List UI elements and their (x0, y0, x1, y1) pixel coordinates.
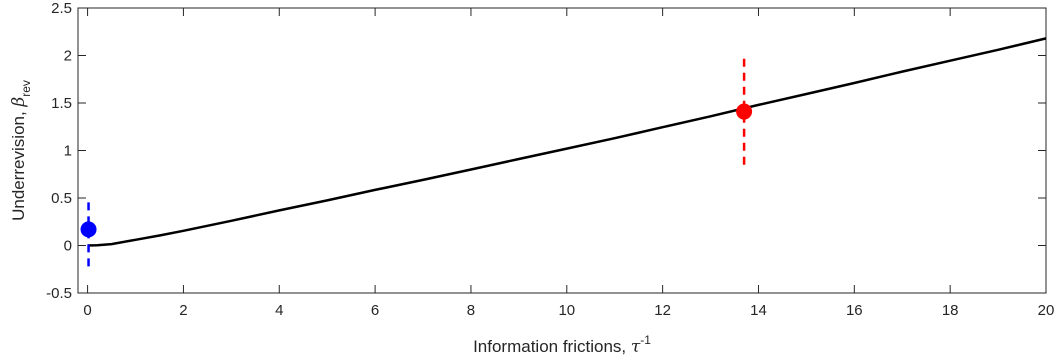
y-tick-label: 0 (64, 238, 72, 255)
data-point (736, 103, 753, 120)
y-axis-title-sub: rev (19, 80, 33, 97)
x-tick-label: 12 (654, 302, 671, 319)
x-tick-label: 14 (750, 302, 767, 319)
x-tick-label: 20 (1038, 302, 1055, 319)
y-axis-title-symbol: β (9, 97, 29, 108)
y-tick-label: 2.5 (51, 0, 72, 17)
x-tick-label: 16 (846, 302, 863, 319)
x-tick-label: 0 (83, 302, 91, 319)
ticks: 0 2 4 6 8 10 12 14 16 18 20 -0.5 0 0.5 1 1.5 2 2.5 (46, 0, 1054, 319)
x-axis-title-symbol: τ (631, 337, 641, 357)
marks (80, 37, 1047, 267)
y-axis-title-text: Underrevision, (9, 107, 28, 221)
x-tick-label: 4 (275, 302, 283, 319)
y-tick-label: 2 (64, 48, 72, 65)
y-tick-label: 1 (64, 143, 72, 160)
y-tick-label: -0.5 (46, 285, 72, 302)
x-axis-title: Information frictions, τ-1 (473, 333, 651, 357)
y-tick-label: 1.5 (51, 95, 72, 112)
model-curve (87, 37, 1047, 247)
x-axis-title-text: Information frictions, (473, 337, 631, 356)
x-tick-label: 2 (179, 302, 187, 319)
x-tick-label: 6 (371, 302, 379, 319)
x-axis-title-sup: -1 (640, 333, 651, 347)
y-tick-label: 0.5 (51, 190, 72, 207)
data-point (80, 221, 97, 238)
x-tick-label: 10 (558, 302, 575, 319)
y-axis-title: Underrevision, βrev (9, 80, 33, 221)
x-tick-label: 18 (942, 302, 959, 319)
x-tick-label: 8 (467, 302, 475, 319)
